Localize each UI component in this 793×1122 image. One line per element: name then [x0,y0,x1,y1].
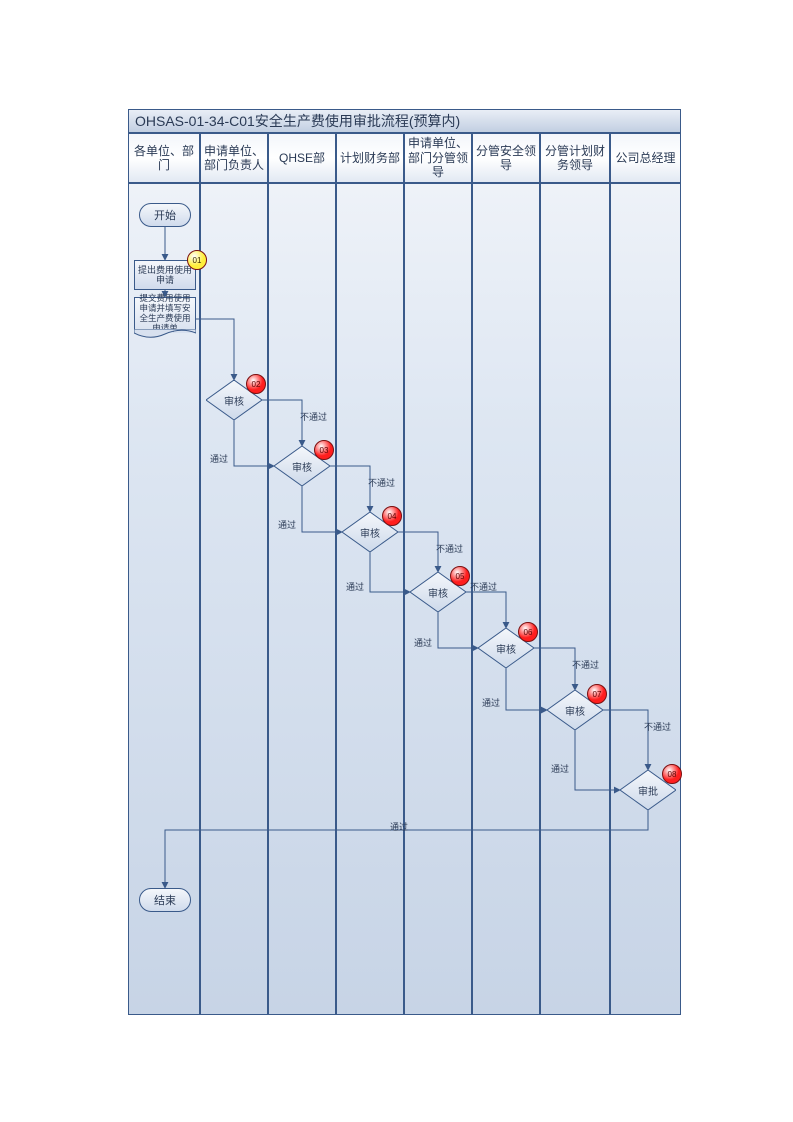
step-badge: 04 [382,506,402,526]
edge-label: 通过 [278,518,296,531]
lane-header: 各单位、部门 [128,133,200,183]
edge-label: 不通过 [300,410,327,423]
step-badge: 02 [246,374,266,394]
end-terminator: 结束 [139,888,191,912]
lane-header: 计划财务部 [336,133,404,183]
lane-body [540,183,610,1015]
flow-title-text: OHSAS-01-34-C01安全生产费使用审批流程(预算内) [135,111,460,131]
lane-header: 公司总经理 [610,133,681,183]
step-badge: 03 [314,440,334,460]
lane-body [200,183,268,1015]
document-box: 提交费用使用申请并填写安全生产费使用申请单 [134,297,196,341]
edge-label: 不通过 [644,720,671,733]
lane-header: 分管计划财务领导 [540,133,610,183]
edge-label: 不通过 [368,476,395,489]
edge-label: 不通过 [436,542,463,555]
process-box: 提出费用使用申请 [134,260,196,290]
edge-label: 通过 [210,452,228,465]
step-badge: 06 [518,622,538,642]
edge-label: 不通过 [572,658,599,671]
lane-header: 申请单位、部门分管领导 [404,133,472,183]
page: OHSAS-01-34-C01安全生产费使用审批流程(预算内) 各单位、部门申请… [0,0,793,1122]
lane-body [268,183,336,1015]
edge-label: 通过 [414,636,432,649]
lane-header: 申请单位、部门负责人 [200,133,268,183]
step-badge: 05 [450,566,470,586]
lane-body [610,183,681,1015]
step-badge: 01 [187,250,207,270]
lane-header: QHSE部 [268,133,336,183]
lane-header: 分管安全领导 [472,133,540,183]
edge-label: 通过 [551,762,569,775]
step-badge: 08 [662,764,682,784]
lane-body [336,183,404,1015]
step-badge: 07 [587,684,607,704]
edge-label: 通过 [390,820,408,833]
edge-label: 通过 [346,580,364,593]
edge-label: 不通过 [470,580,497,593]
flow-title: OHSAS-01-34-C01安全生产费使用审批流程(预算内) [128,109,681,133]
edge-label: 通过 [482,696,500,709]
lane-body [472,183,540,1015]
start-terminator: 开始 [139,203,191,227]
